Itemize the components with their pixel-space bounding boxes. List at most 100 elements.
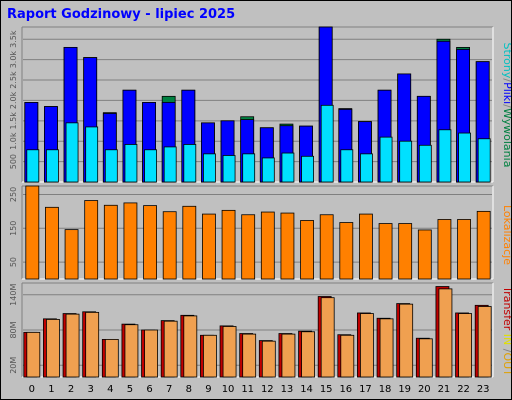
pages-bar <box>477 138 491 183</box>
legend-transfer: Transfer IN /OUT <box>501 285 511 376</box>
x-tick-label: 13 <box>281 384 294 395</box>
panel-1-y-tick-label: 3.5k <box>9 30 18 48</box>
panel-2-y-tick-label: 250 <box>9 187 18 202</box>
x-tick-label: 7 <box>166 384 172 395</box>
pages-bar <box>281 152 295 183</box>
transfer-out-bar <box>203 334 217 378</box>
pages-bar <box>26 149 40 183</box>
report-title: Raport Godzinowy - lipiec 2025 <box>7 7 236 22</box>
transfer-out-bar <box>477 306 492 378</box>
transfer-out-bar <box>183 315 198 378</box>
panel-2-y-tick-label: 50 <box>9 257 18 267</box>
legend-transfer-part: OUT <box>501 352 511 376</box>
legend-strony-pliki-wywolania-part: Pliki <box>501 82 511 104</box>
sites-bar <box>476 210 491 280</box>
panel-2-background <box>22 186 493 279</box>
pages-bar <box>301 155 314 183</box>
sites-bar <box>457 219 471 280</box>
x-tick-label: 15 <box>320 384 333 395</box>
x-tick-label: 3 <box>88 384 94 395</box>
x-tick-label: 10 <box>222 384 235 395</box>
sites-bar <box>202 213 216 280</box>
pages-bar <box>222 155 236 183</box>
transfer-out-bar <box>281 333 296 378</box>
sites-bar <box>241 214 256 280</box>
x-tick-label: 21 <box>438 384 451 395</box>
pages-bar <box>360 153 373 183</box>
x-tick-label: 12 <box>261 384 274 395</box>
sites-bar <box>260 211 275 280</box>
x-tick-label: 17 <box>359 384 372 395</box>
panel-1-y-tick-label: 1.5k <box>9 112 18 130</box>
x-tick-label: 9 <box>205 384 211 395</box>
x-tick-label: 0 <box>29 384 35 395</box>
x-tick-label: 16 <box>339 384 352 395</box>
x-tick-label: 18 <box>379 384 392 395</box>
x-tick-label: 4 <box>107 384 113 395</box>
pages-bar <box>203 153 216 183</box>
x-tick-label: 19 <box>398 384 411 395</box>
x-tick-label: 22 <box>457 384 470 395</box>
pages-bar <box>379 136 393 183</box>
sites-bar <box>162 211 177 280</box>
panel-1-y-tick-label: 1.0k <box>9 132 18 150</box>
sites-bar <box>437 219 452 280</box>
transfer-out-bar <box>144 329 158 378</box>
transfer-out-bar <box>399 303 414 378</box>
transfer-out-bar <box>222 326 237 378</box>
x-tick-label: 8 <box>186 384 192 395</box>
transfer-out-bar <box>261 340 276 378</box>
sites-bar <box>280 212 295 280</box>
sites-bar <box>417 229 432 280</box>
panel-3-y-tick-label: 140M <box>9 284 18 306</box>
panel-1-y-tick-label: 2.5k <box>9 71 18 89</box>
transfer-out-bar <box>65 313 80 378</box>
x-tick-label: 5 <box>127 384 133 395</box>
transfer-out-bar <box>85 311 100 378</box>
x-tick-label: 23 <box>477 384 490 395</box>
pages-bar <box>418 144 432 183</box>
legend-lokalizacje: Lokalizacje <box>501 205 511 265</box>
x-tick-label: 20 <box>418 384 431 395</box>
panel-3-y-tick-label: 80M <box>9 321 18 338</box>
sites-bar <box>25 185 40 280</box>
x-tick-label: 11 <box>241 384 254 395</box>
transfer-out-bar <box>46 319 60 378</box>
sites-bar <box>182 205 197 280</box>
transfer-out-bar <box>458 313 472 378</box>
pages-bar <box>242 153 256 183</box>
transfer-out-bar <box>301 331 315 378</box>
sites-bar <box>319 214 334 280</box>
legend-transfer-part: / <box>501 349 511 353</box>
transfer-out-bar <box>124 324 139 378</box>
pages-bar <box>104 149 118 183</box>
panel-2-y-tick-label: 150 <box>9 221 18 236</box>
transfer-out-bar <box>438 288 453 378</box>
pages-bar <box>458 132 471 183</box>
transfer-out-bar <box>242 333 257 378</box>
legend-transfer-part: IN <box>501 330 511 348</box>
sites-bar <box>84 200 99 280</box>
sites-bar <box>45 206 59 280</box>
sites-bar <box>143 205 157 280</box>
sites-bar <box>64 229 79 280</box>
sites-bar <box>300 220 314 280</box>
pages-bar <box>261 157 275 183</box>
transfer-out-bar <box>418 338 433 378</box>
x-tick-label: 2 <box>68 384 74 395</box>
pages-bar <box>183 144 197 183</box>
pages-bar <box>340 149 354 183</box>
pages-bar <box>438 129 452 183</box>
legend-strony-pliki-wywolania-part: Wywolania <box>501 108 511 168</box>
transfer-out-bar <box>26 331 41 378</box>
sites-bar <box>123 202 138 280</box>
x-tick-label: 14 <box>300 384 313 395</box>
sites-bar <box>339 222 354 280</box>
legend-lokalizacje-part: Lokalizacje <box>501 205 511 265</box>
x-tick-label: 6 <box>146 384 152 395</box>
pages-bar <box>399 140 413 183</box>
legend-strony-pliki-wywolania-part: / <box>501 104 511 108</box>
sites-bar <box>378 223 393 280</box>
panel-1-background <box>22 27 493 182</box>
